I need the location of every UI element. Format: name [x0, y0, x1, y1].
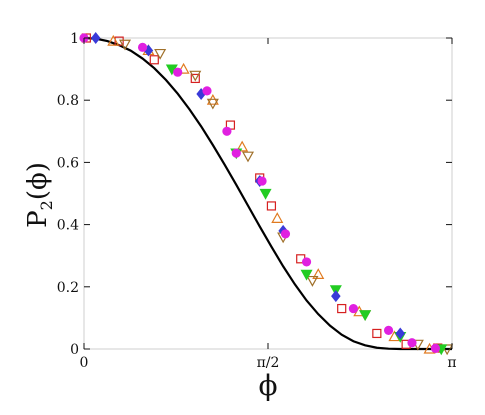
- data-point-triangle-down-2-4: [241, 151, 255, 163]
- data-point-circle-5-9: [348, 303, 359, 314]
- x-tick-label-2: π: [447, 355, 456, 371]
- data-point-square-0-9: [372, 328, 382, 339]
- data-point-square-0-1: [114, 36, 124, 46]
- y-axis-label-tail: (ϕ): [23, 162, 53, 200]
- y-axis-label: P2(ϕ): [23, 162, 56, 228]
- data-point-triangle-down-2-3: [206, 98, 219, 110]
- data-point-diamond-4-6: [395, 327, 406, 340]
- data-point-triangle-down-3-2: [259, 188, 272, 200]
- data-point-circle-5-6: [257, 176, 267, 186]
- data-point-circle-5-7: [280, 229, 291, 239]
- data-point-circle-5-8: [301, 257, 312, 267]
- y-tick-label-1: 0.2: [57, 280, 79, 296]
- y-tick-label-3: 0.6: [57, 155, 79, 171]
- x-tick-label-0: 0: [80, 355, 89, 371]
- tick-labels-layer: 0 π/2 π 0 0.2 0.4 0.6 0.8 1: [57, 31, 457, 371]
- y-tick-label-5: 1: [70, 31, 79, 47]
- data-point-circle-5-10: [383, 325, 394, 335]
- data-point-triangle-up-1-5: [271, 212, 284, 223]
- data-point-diamond-4-0: [90, 32, 101, 44]
- x-tick-label-1: π/2: [257, 355, 280, 371]
- data-point-circle-5-5: [231, 148, 241, 158]
- y-tick-label-4: 0.8: [57, 93, 79, 109]
- data-point-triangle-down-3-5: [359, 310, 372, 322]
- data-point-square-0-2: [149, 55, 159, 65]
- y-axis-label-sub: 2: [37, 200, 56, 210]
- data-point-square-0-3: [190, 73, 200, 84]
- data-point-circle-5-4: [222, 126, 232, 136]
- data-point-circle-5-1: [137, 42, 148, 52]
- data-point-triangle-down-2-2: [189, 70, 202, 82]
- data-point-triangle-up-1-4: [236, 140, 249, 152]
- data-point-triangle-up-1-0: [107, 34, 120, 46]
- y-tick-label-0: 0: [70, 342, 79, 358]
- data-point-triangle-down-2-0: [118, 39, 132, 51]
- data-point-circle-5-3: [202, 86, 212, 96]
- fit-curve-layer: [83, 36, 452, 351]
- data-point-circle-5-11: [407, 338, 417, 348]
- data-point-triangle-down-3-3: [300, 269, 313, 281]
- y-tick-label-2: 0.4: [57, 218, 79, 234]
- fit-curve: [83, 36, 452, 351]
- x-axis-label: ϕ: [258, 369, 277, 402]
- data-point-square-0-6: [266, 201, 277, 211]
- data-point-triangle-up-1-2: [177, 62, 190, 74]
- data-point-circle-5-2: [173, 67, 183, 77]
- data-point-circle-5-12: [430, 343, 441, 353]
- data-point-triangle-up-1-6: [312, 268, 325, 279]
- markers-layer: [79, 32, 454, 356]
- y-axis-label-main: P: [23, 210, 53, 228]
- data-point-diamond-4-5: [331, 290, 341, 303]
- data-point-square-0-8: [337, 303, 347, 314]
- ticks-layer: [83, 37, 453, 350]
- data-point-triangle-down-2-6: [306, 275, 319, 287]
- data-point-triangle-down-2-1: [154, 48, 167, 60]
